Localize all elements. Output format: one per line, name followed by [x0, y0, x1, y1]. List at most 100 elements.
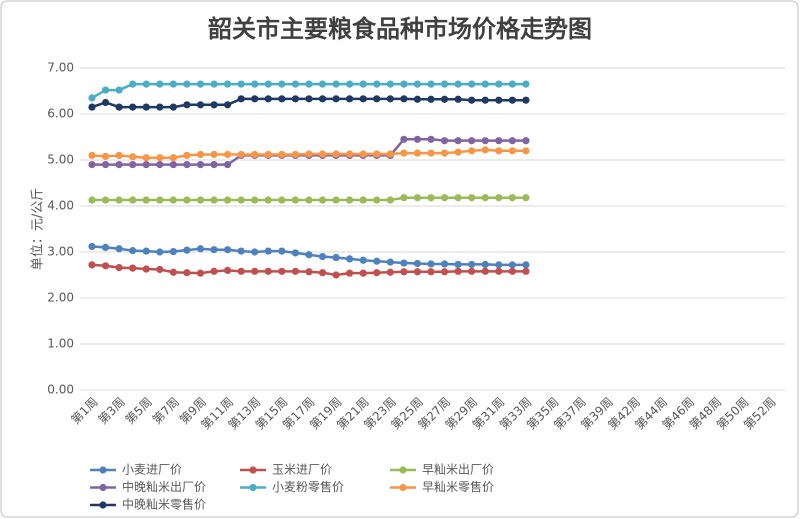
- point: [210, 101, 218, 109]
- point: [332, 80, 340, 88]
- point: [156, 196, 164, 204]
- point: [454, 148, 462, 156]
- point: [468, 260, 476, 269]
- point: [129, 247, 137, 255]
- point: [129, 80, 137, 88]
- point: [196, 245, 205, 253]
- point: [278, 150, 286, 159]
- point: [427, 260, 435, 268]
- point: [373, 80, 381, 88]
- point: [400, 135, 408, 143]
- point: [359, 269, 367, 277]
- point: [183, 80, 191, 88]
- legend-label: 中晚籼米零售价: [122, 497, 206, 512]
- point: [169, 268, 177, 276]
- point: [468, 80, 476, 88]
- point: [210, 80, 218, 88]
- point: [224, 266, 232, 274]
- point: [440, 95, 449, 103]
- point: [468, 194, 476, 202]
- point: [115, 161, 123, 169]
- point: [115, 245, 123, 253]
- point: [101, 86, 110, 94]
- point: [522, 137, 530, 145]
- point: [278, 247, 286, 255]
- point: [115, 103, 123, 111]
- point: [115, 264, 123, 272]
- point: [495, 267, 503, 275]
- point: [251, 80, 259, 88]
- point: [440, 137, 449, 145]
- point: [454, 80, 462, 88]
- point: [305, 251, 313, 259]
- point: [481, 96, 489, 104]
- point: [332, 253, 340, 262]
- point: [346, 95, 354, 103]
- point: [400, 95, 408, 103]
- point: [129, 153, 137, 161]
- legend-marker: [99, 501, 107, 509]
- point: [156, 80, 164, 88]
- point: [386, 258, 394, 266]
- point: [183, 196, 191, 204]
- point: [373, 95, 381, 103]
- point: [129, 264, 137, 272]
- legend-label: 早籼米出厂价: [422, 463, 494, 477]
- point: [332, 95, 340, 103]
- y-tick-label: 7.00: [47, 61, 74, 75]
- point: [291, 95, 299, 103]
- point: [373, 150, 381, 158]
- point: [210, 267, 218, 275]
- point: [386, 268, 394, 276]
- point: [291, 150, 299, 159]
- point: [183, 246, 191, 254]
- legend-marker: [399, 466, 407, 474]
- y-tick-label: 6.00: [47, 107, 74, 121]
- point: [237, 247, 245, 255]
- point: [183, 161, 191, 169]
- point: [224, 80, 232, 88]
- point: [142, 161, 150, 169]
- point: [264, 80, 272, 88]
- point: [291, 196, 299, 204]
- point: [522, 80, 530, 88]
- point: [481, 137, 489, 145]
- point: [454, 267, 462, 275]
- point: [224, 101, 232, 109]
- point: [115, 151, 123, 159]
- point: [101, 243, 110, 251]
- point: [115, 86, 123, 94]
- point: [508, 96, 516, 104]
- point: [495, 261, 503, 269]
- point: [196, 161, 205, 169]
- point: [495, 137, 503, 145]
- y-axis-label: 单位：元/公斤: [31, 188, 46, 270]
- point: [440, 80, 449, 88]
- point: [115, 196, 123, 204]
- legend-marker: [99, 466, 107, 474]
- point: [468, 137, 476, 145]
- legend-label: 中晚籼米出厂价: [122, 479, 206, 494]
- point: [142, 154, 150, 162]
- point: [101, 152, 110, 160]
- point: [169, 80, 177, 88]
- point: [183, 151, 191, 159]
- point: [522, 261, 530, 269]
- point: [522, 96, 530, 104]
- point: [495, 96, 503, 104]
- point: [264, 196, 272, 204]
- point: [237, 196, 245, 204]
- point: [400, 80, 408, 88]
- point: [468, 267, 476, 275]
- point: [224, 161, 232, 169]
- point: [346, 150, 354, 158]
- point: [251, 248, 259, 256]
- point: [142, 103, 150, 111]
- point: [413, 135, 422, 143]
- point: [291, 80, 299, 88]
- point: [251, 150, 259, 159]
- y-tick-label: 4.00: [47, 199, 74, 213]
- point: [386, 95, 394, 103]
- point: [101, 161, 110, 169]
